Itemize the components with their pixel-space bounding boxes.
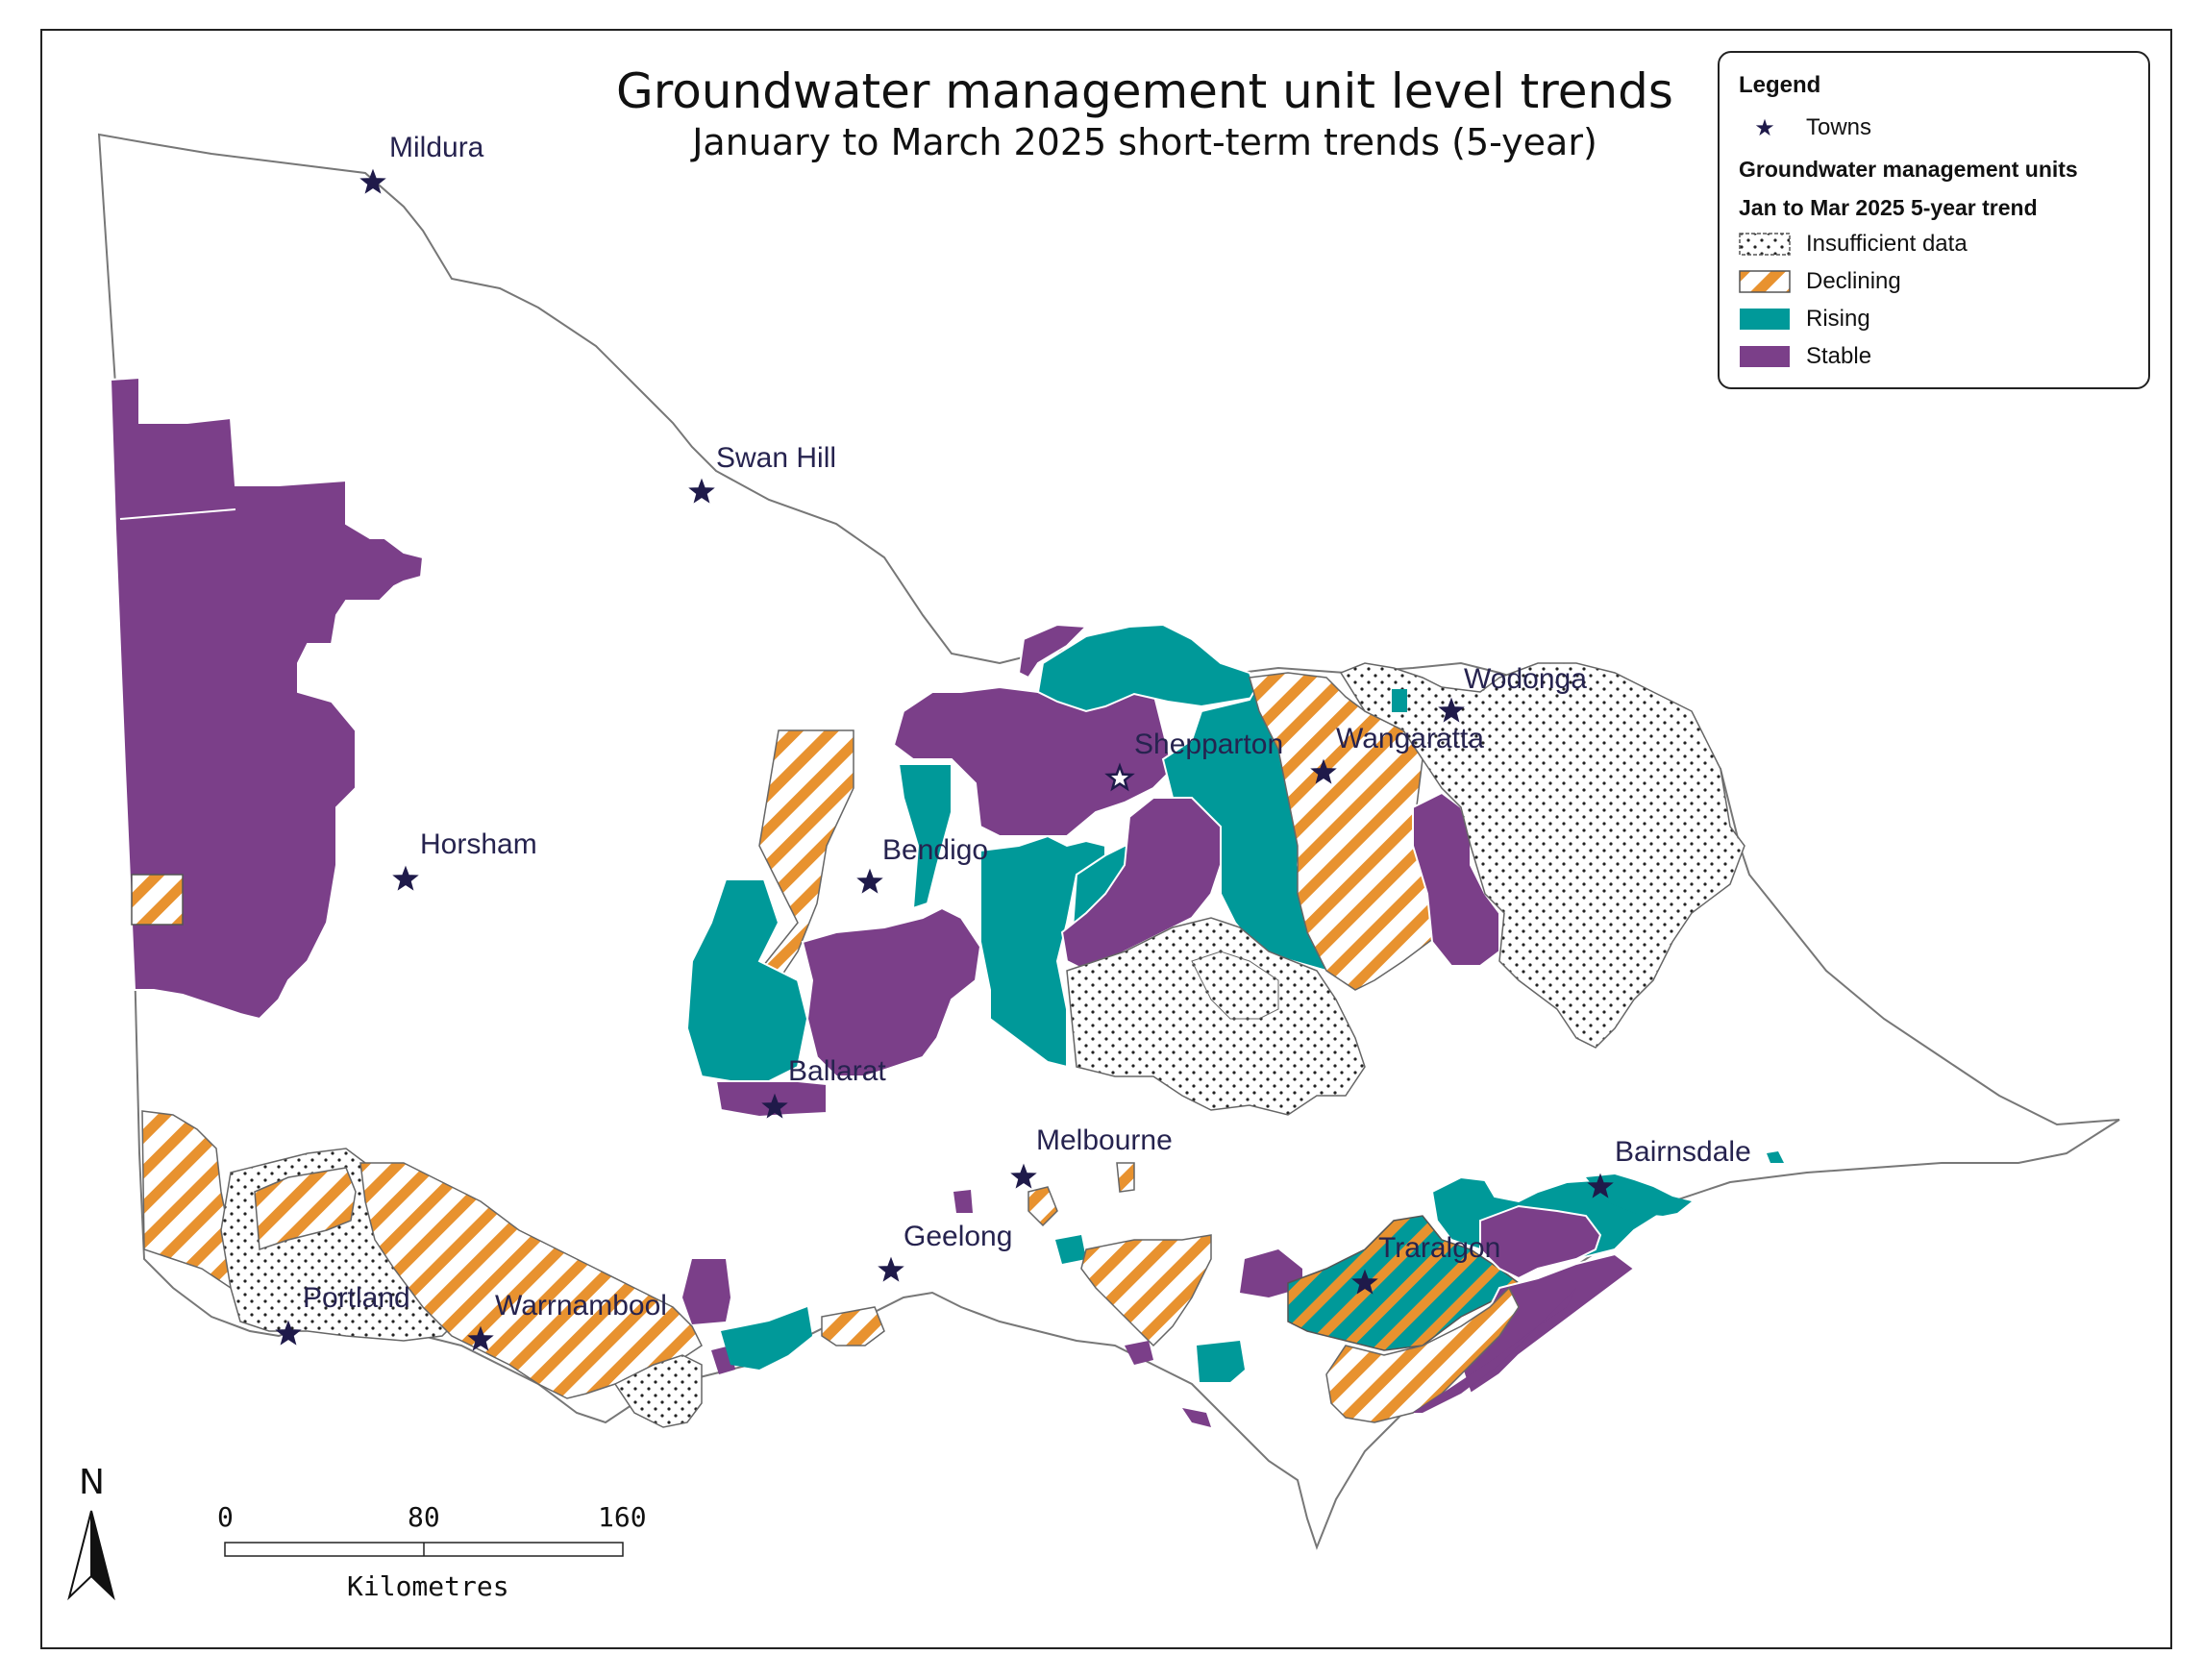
gmu-declining-wangaratta [1249,672,1443,991]
gmu-rising-melb-e [1055,1235,1086,1264]
gmu-rising-sw [721,1307,812,1370]
legend-heading-gmu: Groundwater management units [1739,157,2078,182]
legend-row-stable: Stable [1739,342,1871,371]
legend-panel: Legend ★ Towns Groundwater management un… [1718,51,2150,389]
insufficient-swatch-icon [1739,231,1791,258]
legend-label-declining: Declining [1806,268,1901,294]
gmu-stable-ballarat-south [714,1080,828,1119]
gmu-stable-melb-w [953,1190,973,1213]
town-star-bairnsdale [1587,1173,1614,1198]
legend-heading-trend: Jan to Mar 2025 5-year trend [1739,195,2038,220]
town-markers [275,168,1614,1351]
gmu-rising-bendigo [897,763,953,910]
gmu-insufficient-south [1066,917,1366,1116]
star-icon: ★ [1754,114,1775,141]
town-label-swan-hill: Swan Hill [716,442,837,474]
town-star-horsham [392,865,419,891]
town-label-portland: Portland [303,1282,410,1314]
gmu-rising-murray [1036,623,1261,713]
town-star-wodonga [1438,697,1465,723]
gmu-rising-gipps-w [1197,1341,1245,1382]
legend-title: Legend [1739,72,1821,98]
gmu-declining-sw3 [821,1306,885,1346]
town-star-ballarat [761,1093,788,1119]
town-star-portland [275,1320,302,1346]
gmu-stable-west [109,376,425,1021]
town-star-traralgon [1351,1269,1378,1295]
gmu-declining-west [131,874,184,926]
town-star-wangaratta [1310,758,1337,784]
gmu-rising-bairnsdale-small [1767,1151,1784,1163]
gmu-declining-westernport [1080,1234,1212,1347]
legend-row-insufficient: Insufficient data [1739,230,1968,259]
gmu-insufficient-warrnambool [613,1354,703,1428]
gmu-stable-north [892,685,1175,837]
scale-tick-0: 0 [217,1501,234,1533]
declining-swatch-icon [1739,268,1791,295]
gmu-declining-melb [1027,1186,1058,1227]
legend-row-towns: ★ Towns [1739,113,1871,142]
legend-label-insufficient: Insufficient data [1806,231,1968,257]
legend-label-stable: Stable [1806,343,1872,369]
gmu-rising-mid [979,834,1106,1069]
town-label-melbourne: Melbourne [1036,1124,1173,1156]
town-star-melbourne [1010,1163,1037,1189]
gmu-stable-gipps-sm [1125,1341,1153,1365]
scale-bar: 0 80 160 Kilometres [217,1501,647,1607]
scale-unit-label: Kilometres [347,1570,509,1602]
legend-row-declining: Declining [1739,267,1901,296]
gmu-stable-sw-small [682,1259,730,1324]
town-star-warrnambool [467,1325,494,1351]
town-star-bendigo [856,868,883,894]
north-label: N [79,1463,105,1502]
gmu-stable-ballarat [801,906,982,1077]
town-label-geelong: Geelong [903,1221,1013,1252]
town-label-warrnambool: Warrnambool [495,1290,667,1322]
town-label-traralgon: Traralgon [1378,1232,1501,1264]
gmu-stable-gipps-s [1182,1408,1211,1427]
town-label-ballarat: Ballarat [788,1055,886,1087]
town-star-swan-hill [688,478,715,504]
north-arrow-icon [67,1510,115,1601]
gmu-declining-sw2 [254,1167,357,1251]
town-label-horsham: Horsham [420,828,537,860]
gmu-declining-melb2 [1116,1162,1135,1193]
town-label-wangaratta: Wangaratta [1336,723,1484,754]
town-label-shepparton: Shepparton [1134,729,1284,760]
town-label-bairnsdale: Bairnsdale [1615,1136,1751,1168]
town-star-geelong [878,1256,904,1282]
gmu-insufficient-lakes [1191,951,1279,1020]
town-star-mildura [359,168,386,194]
gmu-insufficient-ne [1339,662,1745,1049]
legend-towns-label: Towns [1806,114,1872,140]
map-title: Groundwater management unit level trends [616,63,1673,119]
stable-swatch-icon [1739,343,1791,370]
town-label-wodonga: Wodonga [1464,663,1587,695]
gmu-stable-gipps-w [1240,1249,1302,1297]
gmu-declining-gipps-south [1325,1286,1520,1423]
scale-bar-graphic [224,1542,624,1557]
gmu-rising-bairnsdale [1586,1174,1692,1216]
scale-tick-80: 80 [408,1501,440,1533]
gmu-stable-north-top [1017,623,1089,679]
scale-tick-160: 160 [598,1501,647,1533]
rising-swatch-icon [1739,306,1791,333]
gmu-rising-small-ne [1392,689,1407,712]
gmu-stable-gipps-centre [1479,1204,1602,1280]
legend-label-rising: Rising [1806,306,1870,332]
gmu-rising-ballarat [685,878,809,1082]
town-label-bendigo: Bendigo [882,834,989,866]
map-subtitle: January to March 2025 short-term trends … [692,121,1597,163]
town-label-mildura: Mildura [389,132,484,163]
town-star-shepparton [1104,762,1135,792]
legend-row-rising: Rising [1739,305,1870,334]
